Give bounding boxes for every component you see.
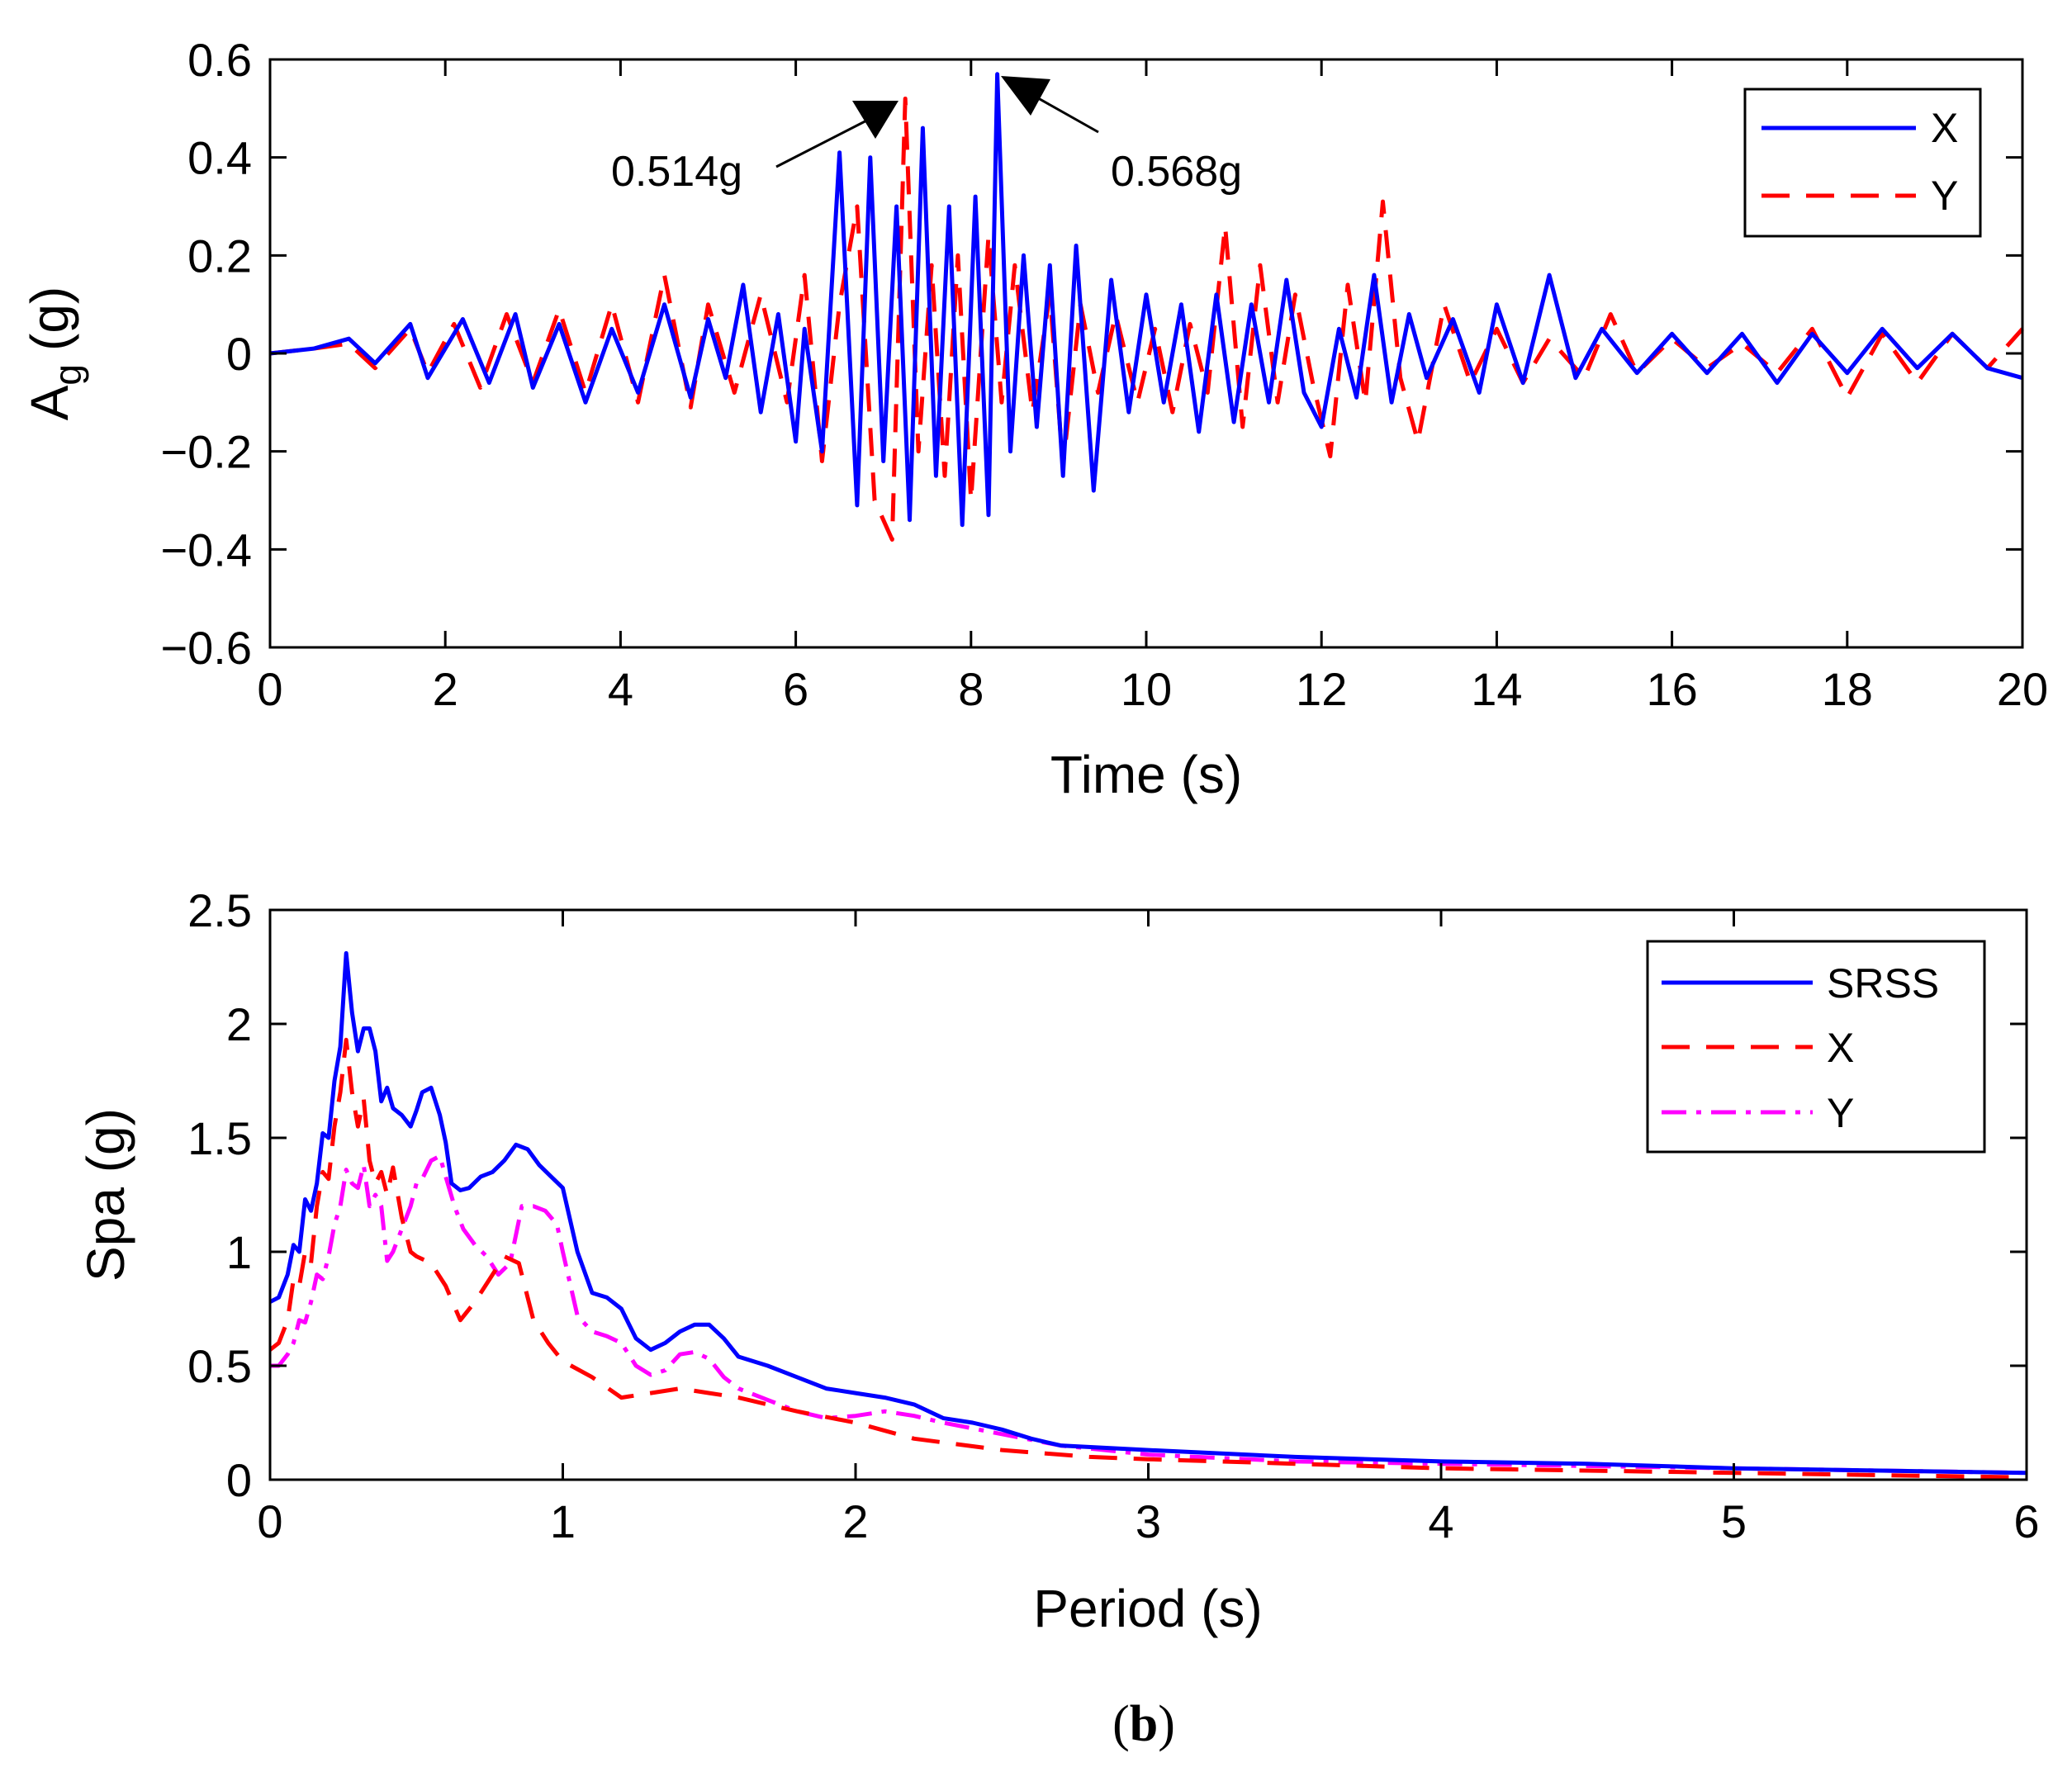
chart0-ytick-label: 0.6	[187, 34, 252, 86]
bottom-axis-ticks: 0 1 2 3 4 5 6 0 0.5 1 1.5 2 2.5	[187, 884, 2039, 1547]
bottom-legend-box	[1646, 940, 1986, 1154]
top-ylabel-sub: g	[46, 364, 89, 386]
chart1-series-srss	[268, 950, 2027, 1476]
top-legend: X Y	[1743, 88, 1982, 238]
chart1-xtick-label: 4	[1428, 1495, 1453, 1547]
chart1-series-x	[268, 1037, 2027, 1480]
annotation-arrowhead	[852, 101, 898, 139]
chart0-xtick-label: 8	[958, 663, 984, 715]
bottom-panel: 0 1 2 3 4 5 6 0 0.5 1 1.5 2 2.5 Period (s) Spa (g) S…	[76, 884, 2040, 1638]
top-legend-box	[1743, 88, 1982, 238]
chart1-xtick-label: 6	[2013, 1495, 2039, 1547]
chart1-ytick-label: 2.5	[187, 884, 252, 936]
chart0-ytick-label: 0.4	[187, 132, 252, 184]
top-ylabel-main: A	[20, 385, 79, 420]
bottom-legend-label-x: X	[1827, 1025, 1854, 1071]
top-ylabel-unit: (g)	[20, 287, 79, 351]
top-legend-label-x: X	[1931, 105, 1958, 151]
figure-caption: (b)	[1112, 1696, 1175, 1752]
chart1-series-y	[270, 1154, 2027, 1476]
caption-letter: b	[1130, 1696, 1158, 1752]
top-panel: 0 2 4 6 8 10 12 14 16 18 20−0.6−0.4−0.200.20.40.6 …	[20, 34, 2048, 804]
top-plot-area	[269, 72, 2024, 542]
chart0-xtick-label: 12	[1296, 663, 1347, 715]
chart0-xtick-label: 4	[608, 663, 633, 715]
annotation-arrow-line	[775, 112, 880, 168]
chart0-xtick-label: 6	[783, 663, 808, 715]
caption-close: )	[1158, 1696, 1175, 1752]
top-ylabel: Ag (g)	[20, 287, 89, 421]
chart0-ytick-label: −0.2	[160, 426, 252, 478]
chart0-xtick-label: 16	[1646, 663, 1697, 715]
top-legend-label-y: Y	[1931, 173, 1958, 219]
chart1-xtick-label: 5	[1721, 1495, 1747, 1547]
annotation-label: 0.514g	[611, 148, 742, 196]
chart1-xtick-label: 2	[842, 1495, 868, 1547]
chart1-ytick-label: 1.5	[187, 1112, 252, 1164]
chart1-ytick-label: 0	[226, 1454, 252, 1506]
chart1-xtick-label: 0	[257, 1495, 282, 1547]
chart0-xtick-label: 20	[1997, 663, 2048, 715]
chart1-xtick-label: 1	[550, 1495, 576, 1547]
bottom-legend: SRSS X Y	[1646, 940, 1986, 1154]
chart0-xtick-label: 0	[257, 663, 282, 715]
chart1-ytick-label: 1	[226, 1226, 252, 1278]
top-xlabel: Time (s)	[1050, 745, 1242, 804]
annotation-arrowhead	[1001, 76, 1050, 116]
chart0-ytick-label: 0.2	[187, 230, 252, 282]
bottom-legend-label-srss: SRSS	[1827, 960, 1939, 1007]
bottom-plot-area	[268, 950, 2027, 1480]
chart0-xtick-label: 14	[1471, 663, 1522, 715]
bottom-xlabel: Period (s)	[1033, 1579, 1262, 1638]
chart0-ytick-label: −0.6	[160, 622, 252, 674]
chart0-xtick-label: 18	[1822, 663, 1873, 715]
chart1-ytick-label: 2	[226, 998, 252, 1050]
chart1-ytick-label: 0.5	[187, 1340, 252, 1392]
chart0-series-x	[269, 72, 2023, 528]
annotation-label: 0.568g	[1111, 148, 1242, 196]
svg-text:Ag(g): Ag (g)	[20, 287, 89, 421]
chart0-xtick-label: 10	[1121, 663, 1172, 715]
chart1-xtick-label: 3	[1136, 1495, 1161, 1547]
top-axis-ticks: 0 2 4 6 8 10 12 14 16 18 20 −0.6 −0.4 −0.2 0 0.2 0.4 0.6	[160, 34, 2048, 715]
bottom-legend-label-y: Y	[1827, 1090, 1854, 1136]
top-annotations: 0.514g 0.568g	[611, 76, 1242, 196]
bottom-ylabel: Spa (g)	[76, 1108, 135, 1282]
chart0-ytick-label: −0.4	[160, 524, 252, 576]
chart0-xtick-label: 2	[433, 663, 458, 715]
caption-open: (	[1112, 1696, 1130, 1752]
chart0-ytick-label: 0	[226, 328, 252, 380]
